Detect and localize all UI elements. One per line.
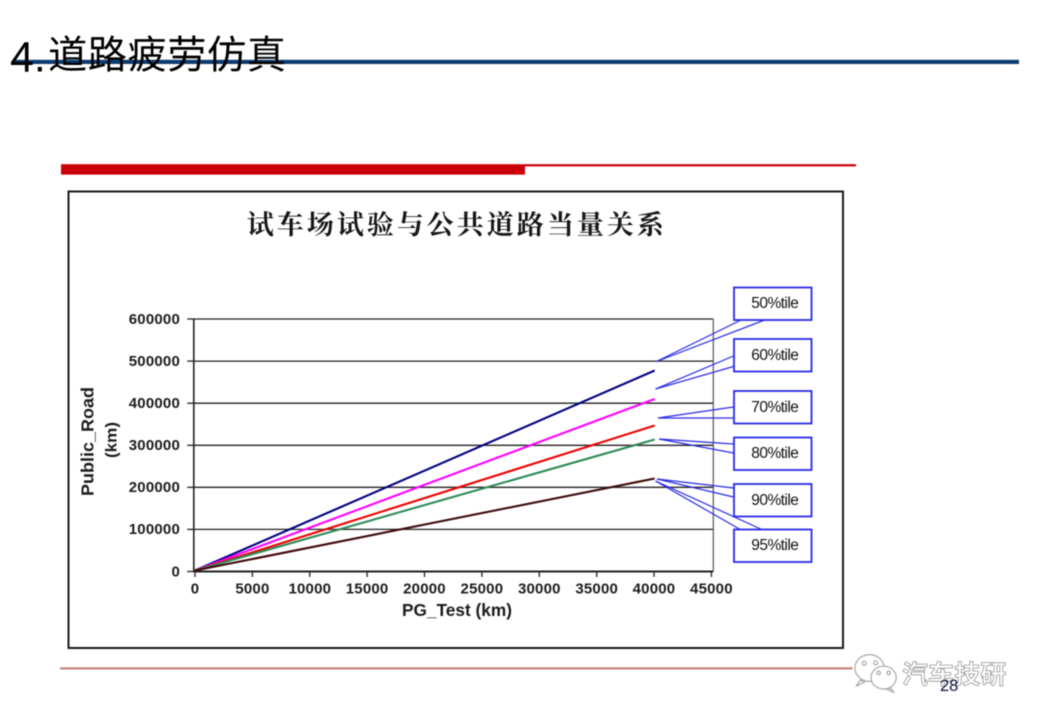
svg-text:25000: 25000	[461, 581, 504, 598]
svg-text:35000: 35000	[575, 581, 618, 598]
svg-text:20000: 20000	[403, 581, 446, 598]
svg-text:500000: 500000	[129, 353, 180, 370]
svg-text:95%tile: 95%tile	[751, 537, 798, 554]
svg-text:100000: 100000	[129, 521, 180, 538]
svg-text:50%tile: 50%tile	[751, 295, 798, 312]
svg-text:PG_Test (km): PG_Test (km)	[402, 600, 512, 620]
svg-text:90%tile: 90%tile	[751, 492, 798, 509]
svg-text:600000: 600000	[129, 311, 180, 328]
svg-text:Public_Road: Public_Road	[78, 387, 98, 496]
svg-text:300000: 300000	[129, 437, 180, 454]
svg-text:30000: 30000	[518, 581, 561, 598]
svg-text:15000: 15000	[346, 581, 389, 598]
svg-text:0: 0	[171, 563, 180, 580]
svg-text:28: 28	[940, 677, 958, 695]
svg-text:10000: 10000	[288, 581, 331, 598]
svg-text:4.: 4.	[10, 34, 46, 82]
svg-text:40000: 40000	[633, 581, 676, 598]
svg-text:60%tile: 60%tile	[751, 347, 798, 364]
svg-text:70%tile: 70%tile	[751, 399, 798, 416]
svg-text:5000: 5000	[235, 581, 269, 598]
svg-text:45000: 45000	[690, 581, 733, 598]
svg-text:400000: 400000	[129, 395, 180, 412]
svg-text:(km): (km)	[104, 422, 121, 458]
svg-text:80%tile: 80%tile	[751, 445, 798, 462]
svg-text:200000: 200000	[129, 479, 180, 496]
svg-text:0: 0	[191, 581, 200, 598]
